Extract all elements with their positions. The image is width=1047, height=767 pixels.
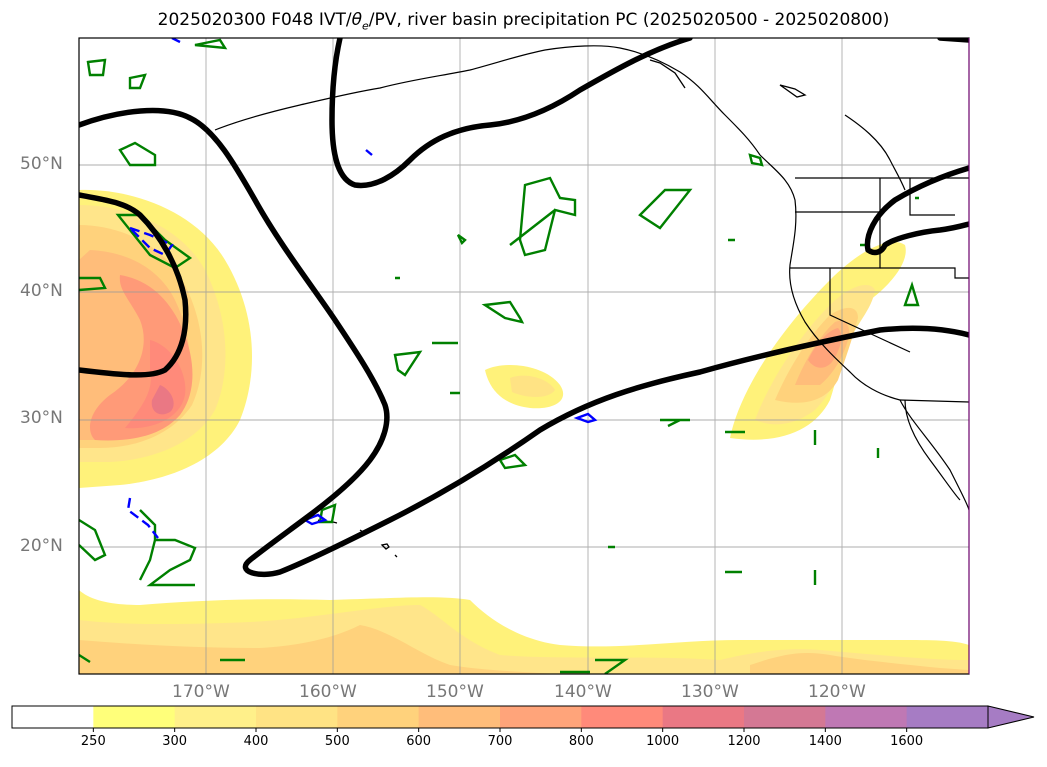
state-border-az <box>880 267 969 279</box>
pv-contour-east <box>864 165 969 256</box>
state-border-mx <box>899 399 969 403</box>
lon-label-160w: 160°W <box>299 682 357 702</box>
theta-e-contours <box>79 38 920 674</box>
gridlines <box>79 38 969 674</box>
lon-label-130w: 130°W <box>681 682 739 702</box>
alaska-coast <box>214 45 761 156</box>
colorbar-tick-label: 1600 <box>890 734 924 749</box>
colorbar-swatch <box>825 706 908 728</box>
colorbar-swatch <box>256 706 338 728</box>
bc-ab-border <box>844 114 906 191</box>
state-border-nv <box>829 268 911 353</box>
colorbar-tick-label: 800 <box>568 734 594 749</box>
lon-label-150w: 150°W <box>426 682 484 702</box>
lon-label-140w: 140°W <box>554 682 612 702</box>
lat-label-30: 30°N <box>20 408 63 428</box>
colorbar-tick-label: 300 <box>162 734 188 749</box>
baja-coast <box>904 399 961 501</box>
lon-label-170w: 170°W <box>172 682 230 702</box>
colorbar-swatch <box>500 706 582 728</box>
colorbar-swatch <box>418 706 501 728</box>
colorbar-tick-label: 600 <box>406 734 432 749</box>
colorbar-swatch <box>93 706 176 728</box>
colorbar-swatch <box>12 706 94 728</box>
pv-contours <box>79 38 969 578</box>
colorbar-swatch <box>662 706 745 728</box>
pv-contour-north <box>329 38 693 189</box>
colorbar-tick-label: 1000 <box>646 734 680 749</box>
lat-label-20: 20°N <box>20 536 63 556</box>
colorbar-extend-arrow <box>987 705 1035 729</box>
lon-label-120w: 120°W <box>808 682 866 702</box>
colorbar-tick-label: 500 <box>324 734 350 749</box>
colorbar-swatch <box>337 706 420 728</box>
colorbar-swatch <box>174 706 257 728</box>
colorbar-tick-label: 400 <box>243 734 269 749</box>
lat-label-50: 50°N <box>20 154 63 174</box>
colorbar-tick-label: 1400 <box>808 734 842 749</box>
colorbar-swatch <box>906 706 989 728</box>
map-panel <box>79 38 969 674</box>
lat-label-40: 40°N <box>20 281 63 301</box>
na-west-coast <box>759 154 969 511</box>
colorbar-swatch <box>744 706 826 728</box>
figure-title: 2025020300 F048 IVT/θe/PV, river basin p… <box>157 10 890 33</box>
colorbar-tick-label: 700 <box>487 734 513 749</box>
ivt-filled-contours <box>79 189 969 674</box>
colorbar-tick-label: 1200 <box>727 734 761 749</box>
colorbar <box>11 705 1035 732</box>
pv-contour-west <box>79 192 189 378</box>
pv-contour-main <box>79 107 969 578</box>
colorbar-swatch <box>581 706 664 728</box>
colorbar-tick-label: 250 <box>80 734 106 749</box>
